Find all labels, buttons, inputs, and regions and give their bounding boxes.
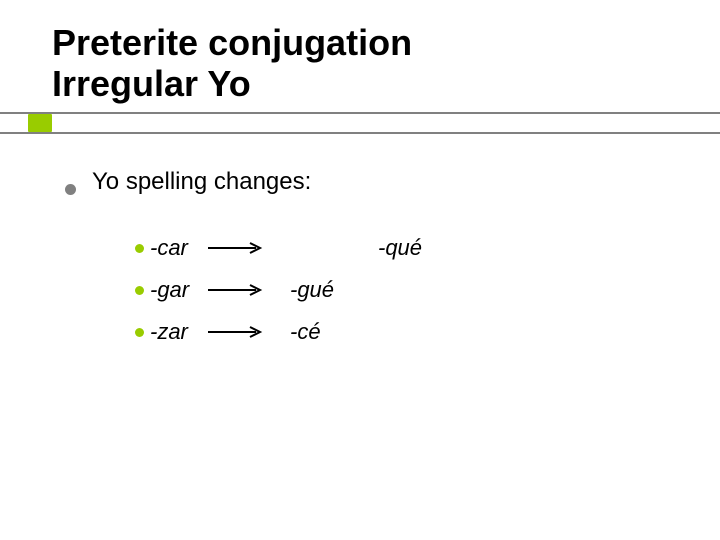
rules-list: -car -qué -gar -gué -zar <box>135 230 422 350</box>
underline-bottom <box>0 132 720 134</box>
title-underline <box>0 112 720 134</box>
bullet-icon <box>65 184 76 195</box>
title-line-2: Irregular Yo <box>52 63 412 104</box>
slide: Preterite conjugation Irregular Yo Yo sp… <box>0 0 720 540</box>
arrow-icon <box>208 326 264 338</box>
body: Yo spelling changes: -car -qué -gar <box>65 168 422 356</box>
title-block: Preterite conjugation Irregular Yo <box>52 22 412 105</box>
arrow-icon <box>208 284 264 296</box>
rule-to: -qué <box>378 235 422 261</box>
rule-from: -zar <box>150 319 208 345</box>
title-line-1: Preterite conjugation <box>52 22 412 63</box>
intro-text: Yo spelling changes: <box>92 168 311 196</box>
underline-accent <box>28 114 52 132</box>
intro-bullet: Yo spelling changes: <box>65 168 422 196</box>
bullet-icon <box>135 328 144 337</box>
rule-to: -gué <box>290 277 334 303</box>
rule-row: -gar -gué <box>135 272 422 308</box>
rule-row: -zar -cé <box>135 314 422 350</box>
rule-row: -car -qué <box>135 230 422 266</box>
rule-from: -car <box>150 235 208 261</box>
underline-top <box>0 112 720 114</box>
bullet-icon <box>135 286 144 295</box>
bullet-icon <box>135 244 144 253</box>
rule-from: -gar <box>150 277 208 303</box>
rule-to: -cé <box>290 319 321 345</box>
arrow-icon <box>208 242 264 254</box>
